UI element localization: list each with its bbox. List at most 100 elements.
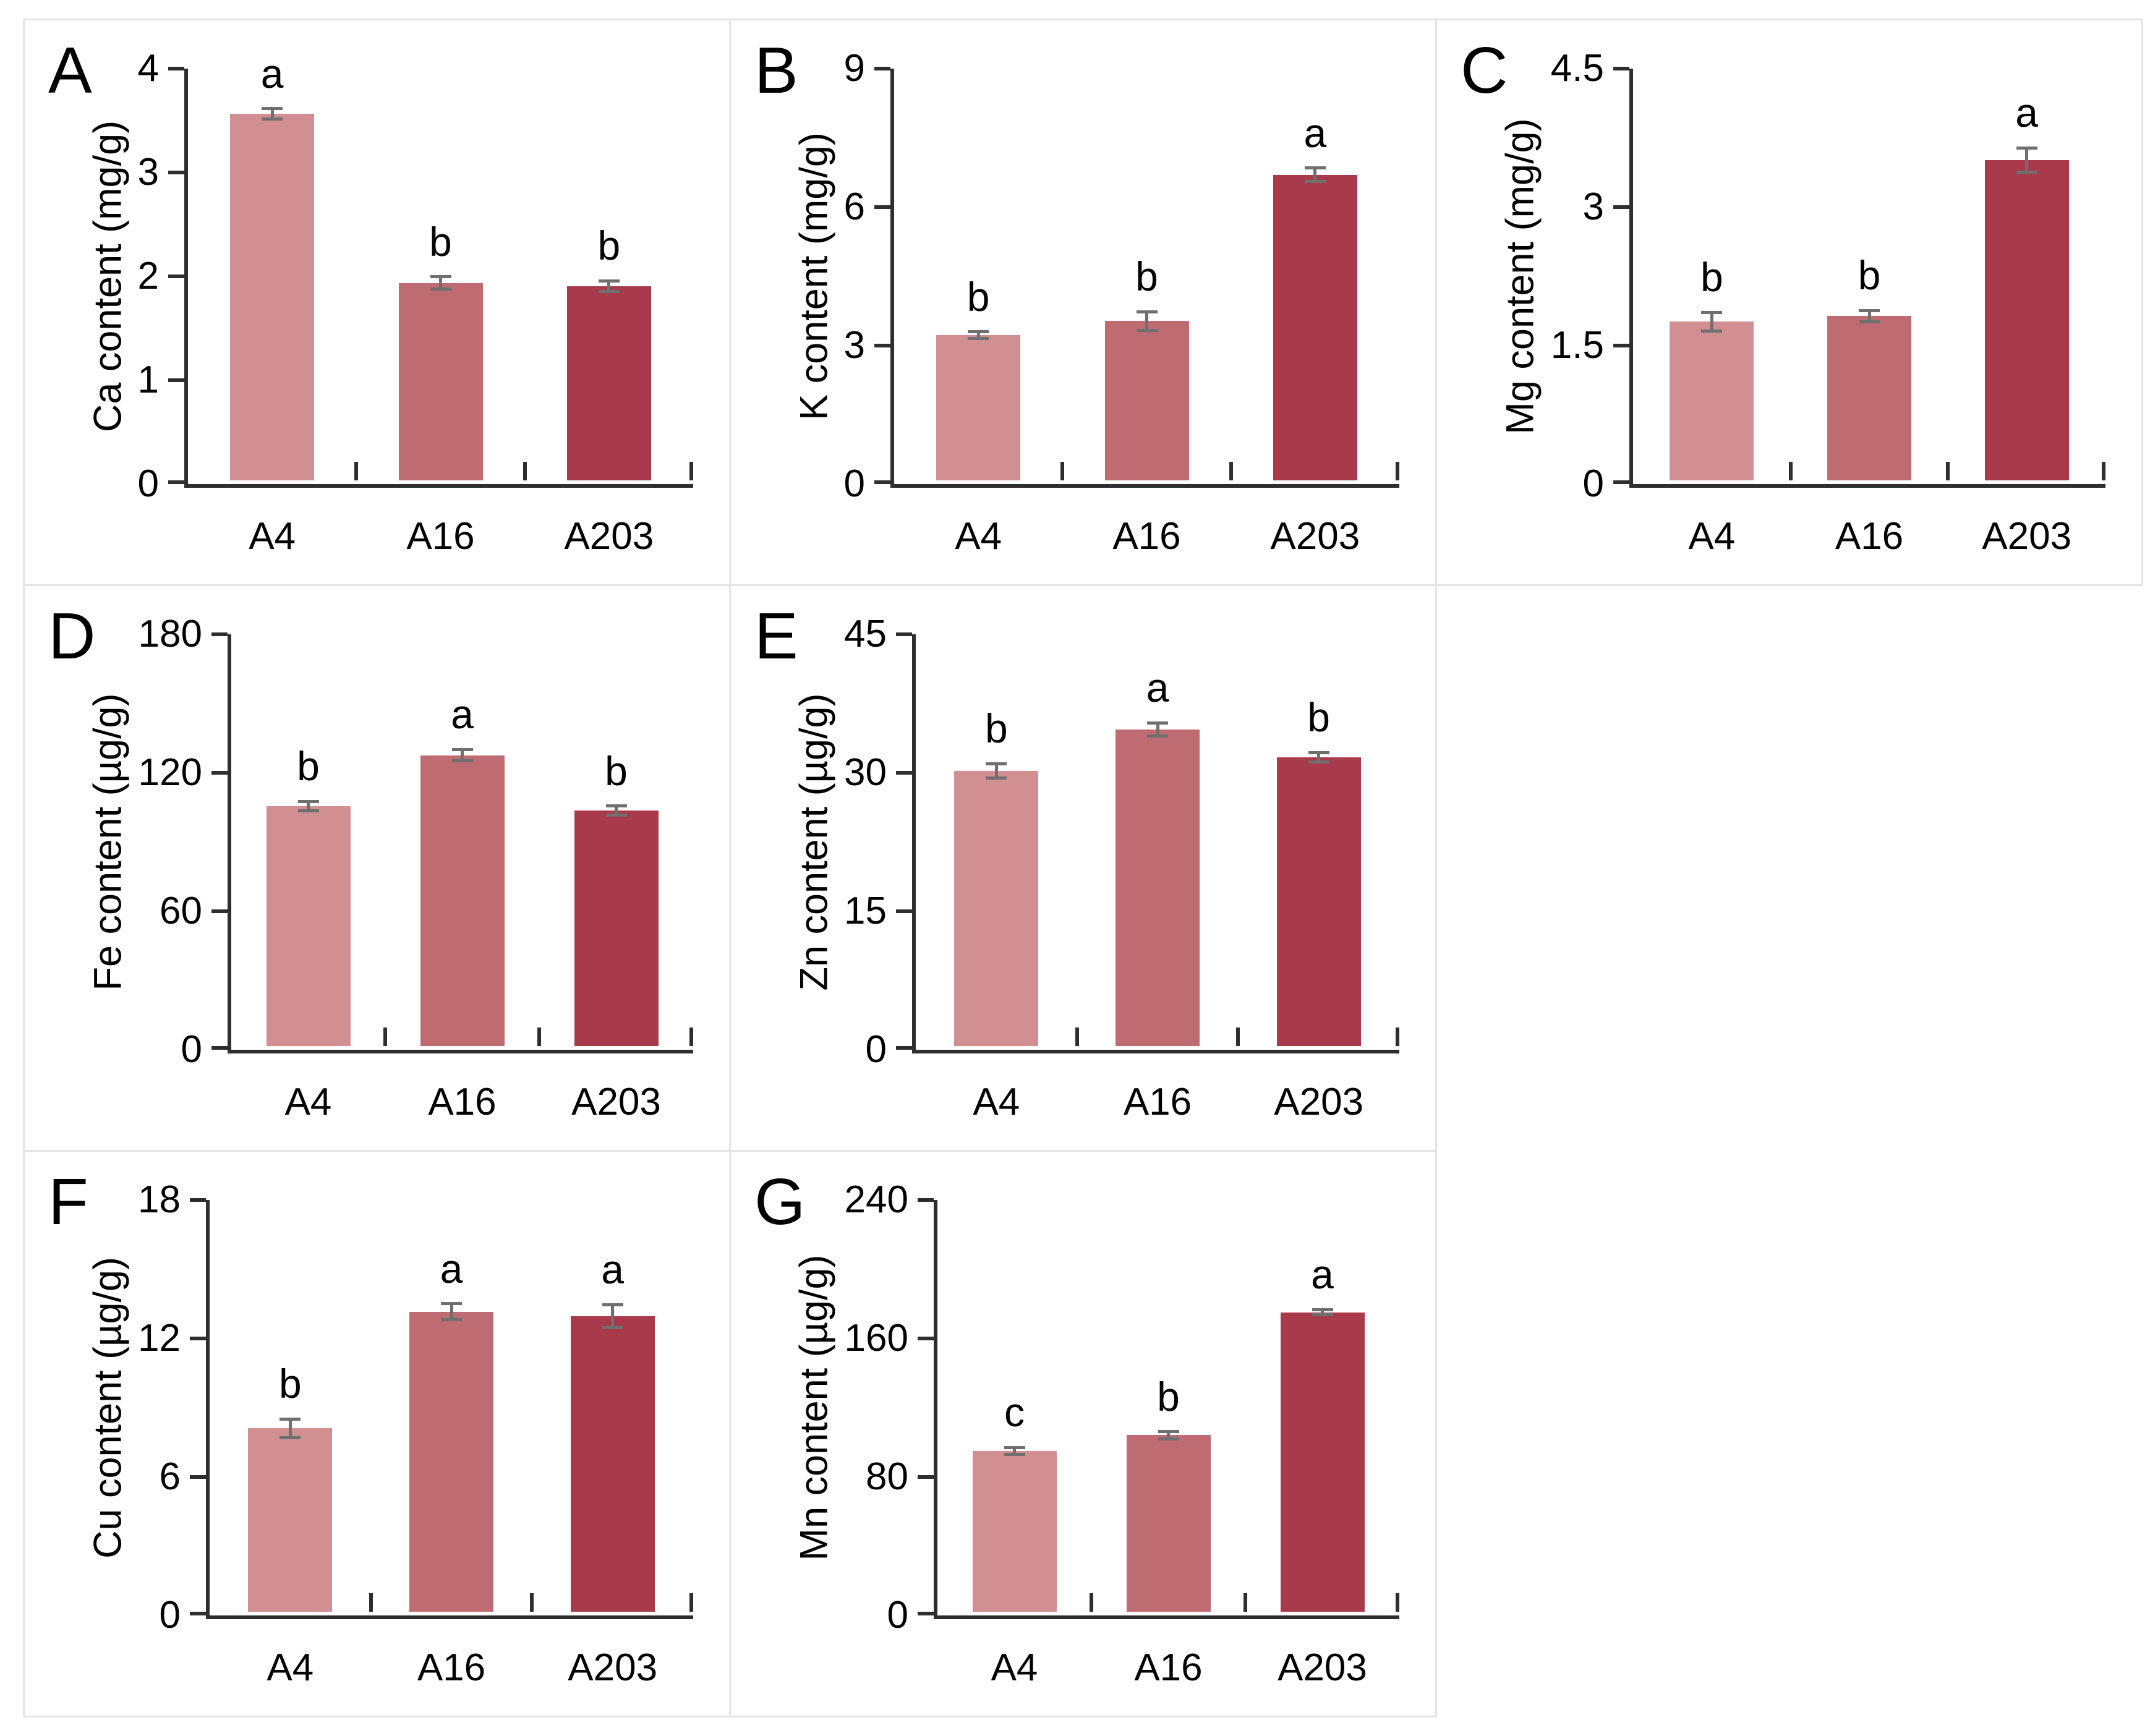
bar-E-A4 — [954, 771, 1039, 1046]
panel-G: G Mn content (µg/g) 0 80 160 240 c A4 b A16 a A203 — [729, 1150, 1437, 1717]
category-label-A-A203: A203 — [564, 515, 654, 558]
error-bar-D-A203 — [615, 806, 618, 815]
x-axis-tick-E-2 — [1236, 1028, 1240, 1046]
plot-area-F: 0 6 12 18 b A4 a A16 a A203 — [138, 1178, 693, 1687]
error-cap-top-D-A203 — [605, 804, 627, 808]
error-cap-top-D-A4 — [297, 799, 319, 803]
sig-letter-B-A203: a — [1303, 109, 1327, 156]
error-cap-bottom-D-A4 — [297, 809, 319, 812]
y-axis-tick-C-3 — [1613, 205, 1629, 209]
error-cap-top-C-A4 — [1701, 310, 1723, 314]
y-axis-tick-E-30 — [896, 771, 912, 775]
category-label-D-A203: A203 — [571, 1081, 661, 1123]
y-axis-label-F: Cu content (µg/g) — [86, 1256, 130, 1559]
y-axis-tick-F-18 — [190, 1198, 206, 1202]
category-label-C-A4: A4 — [1688, 515, 1736, 558]
y-axis-tick-F-6 — [190, 1475, 206, 1479]
category-label-C-A203: A203 — [1982, 515, 2072, 558]
x-axis-tick-G-1 — [1090, 1593, 1093, 1612]
y-axis-label-B: K content (mg/g) — [792, 132, 836, 420]
y-tick-label-A-2: 2 — [137, 255, 159, 297]
error-cap-bottom-F-A4 — [279, 1436, 301, 1439]
y-axis-tick-B-3 — [874, 344, 890, 347]
error-cap-top-C-A203 — [2016, 146, 2037, 150]
error-cap-bottom-F-A203 — [602, 1326, 623, 1330]
category-label-A-A4: A4 — [249, 515, 296, 558]
error-cap-top-G-A203 — [1312, 1308, 1333, 1311]
y-tick-label-E-45: 45 — [844, 613, 887, 655]
sig-letter-G-A4: c — [1004, 1389, 1025, 1435]
bar-E-A203 — [1276, 757, 1361, 1046]
error-cap-bottom-B-A16 — [1136, 328, 1158, 332]
x-axis-tick-B-1 — [1060, 462, 1065, 480]
error-cap-bottom-A-A16 — [430, 287, 451, 291]
error-bar-B-A16 — [1145, 312, 1148, 331]
sig-letter-D-A16: a — [451, 691, 474, 738]
error-cap-bottom-D-A16 — [451, 759, 473, 763]
x-axis-tick-E-1 — [1075, 1028, 1079, 1046]
error-cap-top-F-A4 — [279, 1417, 301, 1421]
category-label-G-A16: A16 — [1134, 1646, 1203, 1689]
sig-letter-F-A203: a — [601, 1246, 625, 1293]
error-cap-bottom-E-A16 — [1147, 734, 1168, 738]
bar-A-A4 — [230, 113, 315, 480]
panel-C: C Mg content (mg/g) 0 1.5 3 4.5 b A4 b A16 a A203 — [1435, 19, 2143, 586]
panel-E: E Zn content (µg/g) 0 15 30 45 b A4 a A16 b A203 — [729, 584, 1437, 1152]
error-bar-F-A203 — [611, 1304, 615, 1328]
category-label-E-A203: A203 — [1274, 1081, 1364, 1123]
error-bar-E-A4 — [994, 764, 998, 778]
bar-G-A4 — [972, 1450, 1057, 1612]
y-tick-label-C-0: 0 — [1582, 462, 1604, 505]
plot-area-G: 0 80 160 240 c A4 b A16 a A203 — [845, 1178, 1399, 1687]
y-axis-tick-C-1.5 — [1613, 344, 1629, 347]
y-axis-tick-C-0 — [1613, 480, 1629, 484]
error-cap-bottom-B-A4 — [968, 336, 989, 340]
y-axis-tick-D-60 — [211, 909, 228, 913]
y-axis-tick-B-6 — [874, 205, 890, 209]
bar-E-A16 — [1116, 729, 1200, 1046]
error-cap-bottom-C-A203 — [2016, 170, 2037, 174]
y-axis-tick-G-0 — [918, 1612, 934, 1615]
bar-A-A203 — [566, 286, 651, 480]
error-bar-D-A4 — [307, 801, 310, 811]
x-axis-tick-D-3 — [689, 1028, 693, 1046]
y-tick-label-B-3: 3 — [843, 324, 865, 367]
sig-letter-B-A16: b — [1135, 253, 1158, 300]
y-axis-tick-A-1 — [168, 378, 184, 382]
error-bar-G-A16 — [1167, 1431, 1170, 1439]
y-axis-tick-E-0 — [896, 1046, 912, 1050]
category-label-B-A4: A4 — [955, 515, 1002, 558]
y-axis-tick-A-0 — [168, 480, 184, 484]
y-axis-label-D: Fe content (µg/g) — [86, 693, 130, 991]
bar-B-A4 — [936, 334, 1021, 480]
y-axis-tick-F-0 — [190, 1612, 206, 1615]
plot-area-C: 0 1.5 3 4.5 b A4 b A16 a A203 — [1551, 47, 2105, 556]
error-cap-top-A-A16 — [430, 275, 451, 279]
category-label-D-A16: A16 — [428, 1081, 497, 1123]
error-bar-F-A16 — [450, 1303, 453, 1320]
error-bar-G-A4 — [1013, 1447, 1016, 1455]
x-axis-tick-B-2 — [1229, 462, 1233, 480]
panel-letter-E: E — [754, 600, 798, 673]
plot-area-B: 0 3 6 9 b A4 b A16 a A203 — [844, 47, 1399, 556]
y-tick-label-G-80: 80 — [866, 1455, 908, 1498]
panel-D: D Fe content (µg/g) 0 60 120 180 b A4 a A16 b A203 — [23, 584, 731, 1152]
y-tick-label-F-0: 0 — [159, 1594, 181, 1636]
y-tick-label-F-12: 12 — [138, 1317, 181, 1359]
bar-D-A16 — [420, 755, 505, 1046]
y-axis-tick-D-180 — [211, 632, 228, 636]
y-axis-tick-E-45 — [896, 632, 912, 636]
error-cap-top-F-A16 — [441, 1302, 462, 1306]
y-tick-label-G-0: 0 — [887, 1594, 908, 1636]
sig-letter-A-A4: a — [260, 50, 284, 96]
y-axis-tick-E-15 — [896, 909, 912, 913]
error-bar-C-A16 — [1867, 310, 1871, 322]
y-axis-tick-A-2 — [168, 274, 184, 278]
category-label-C-A16: A16 — [1835, 515, 1904, 558]
x-axis-tick-E-3 — [1396, 1028, 1399, 1046]
y-axis-tick-G-240 — [918, 1198, 934, 1202]
y-tick-label-D-120: 120 — [138, 751, 202, 794]
bar-B-A203 — [1273, 174, 1357, 480]
panel-letter-B: B — [754, 34, 798, 107]
